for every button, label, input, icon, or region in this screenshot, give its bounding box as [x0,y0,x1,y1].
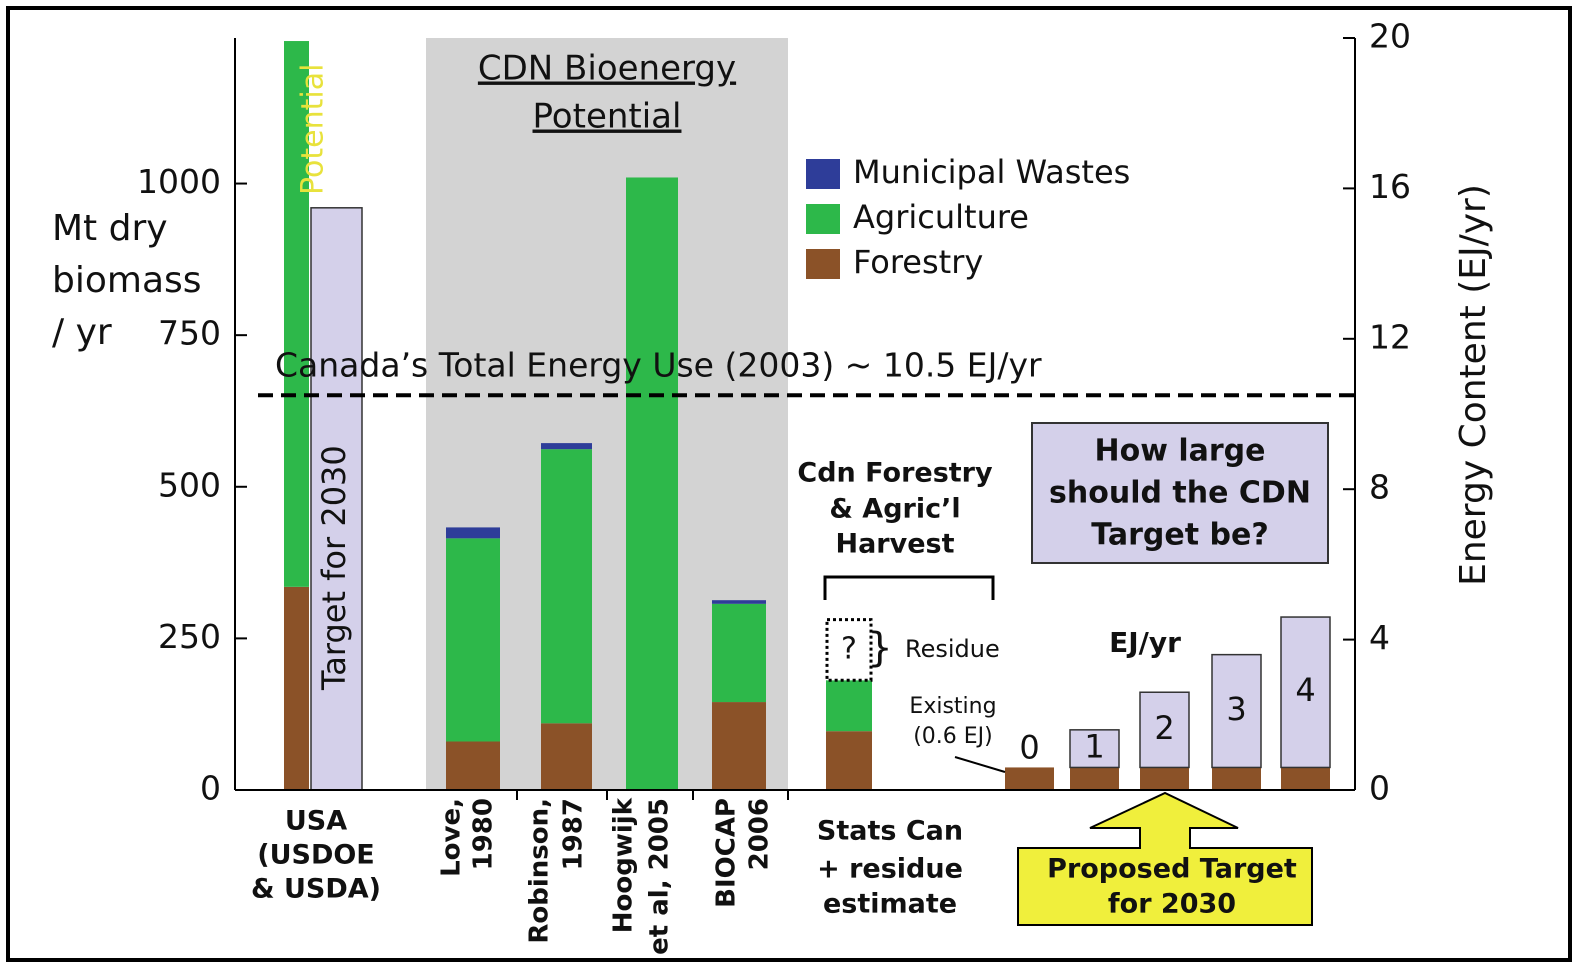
y-label: / yr [52,312,112,353]
x-tick-label: Hoogwijk [609,797,639,933]
x-tick-label: BIOCAP [712,798,742,908]
bracket [823,575,995,600]
existing-bar [1070,767,1119,790]
y2-tick-label: 4 [1369,618,1390,657]
callout-text: for 2030 [1108,889,1236,920]
proposed-label: 1 [1084,728,1104,766]
question-text: Target be? [1091,518,1268,553]
bar-segment [541,723,592,790]
existing-pointer [954,756,1006,773]
x-tick-label: (USDOE [257,840,375,871]
proposed-bar [1280,616,1331,769]
y2-tick-label: 8 [1369,468,1390,507]
x-separators [516,790,789,800]
proposed-label: 0 [1019,728,1039,766]
x-tick-label: Robinson, [525,798,555,944]
existing-bar [1212,767,1261,790]
y-tick-label: 750 [158,314,221,353]
y-label: biomass [52,260,202,301]
bar-segment [541,449,592,724]
reference-label: Canada’s Total Energy Use (2003) ~ 10.5 … [275,346,1042,385]
x-tick-label: 1980 [469,798,499,870]
existing-bar [1281,767,1330,790]
shaded-title: Potential [533,97,682,137]
bar-segment [284,41,309,587]
question-text: should the CDN [1049,476,1311,511]
bar-segment [826,680,872,732]
residue-brace: } [867,625,892,671]
legend-swatch [806,204,840,234]
legend-swatch [806,159,840,189]
legend-label: Municipal Wastes [853,153,1130,191]
x-tick-label: 1987 [559,798,589,870]
bar-segment [712,603,766,703]
x-tick-label: et al, 2005 [645,798,675,955]
target-label: Target for 2030 [315,445,353,691]
x-tick-label: & USDA) [251,874,381,905]
callout-text: Proposed Target [1047,854,1297,885]
existing-label: Existing [909,694,996,719]
x-tick-label: USA [285,806,347,837]
shaded-title: CDN Bioenergy [478,49,736,89]
proposed-label: 4 [1295,671,1315,709]
question-box [1031,422,1329,564]
residue-mark: ? [841,631,857,666]
y2-tick-label: 20 [1369,17,1411,56]
harvest-label: Harvest [835,529,954,560]
y2-tick-label: 16 [1369,167,1411,206]
frame [6,6,1572,962]
bar-segment [626,177,678,790]
legend-swatch [806,249,840,279]
proposed-bar [1069,729,1120,769]
x-tick-label: 2006 [745,798,775,870]
y-label: Mt dry [52,208,168,249]
y2-tick-label: 0 [1369,769,1390,808]
x-tick-label: + residue [817,854,963,885]
proposed-bar [1211,653,1262,769]
target-bar [310,207,363,791]
bar-segment [712,702,766,790]
existing-bar [1140,767,1189,790]
question-text: How large [1094,434,1265,469]
residue-box [825,618,873,682]
harvest-label: Cdn Forestry [797,458,993,489]
x-tick-label: Love, [437,798,467,877]
callout-arrow [1017,791,1313,926]
legend-label: Forestry [853,243,983,281]
existing-label: (0.6 EJ) [913,724,993,749]
x-tick-label: estimate [823,889,957,920]
proposed-label: 2 [1154,709,1174,747]
unit-label: EJ/yr [1109,626,1181,659]
plot: Target for 2030 Potential?} Residue 0 1 2 3 4 [284,41,1331,791]
proposed-bar [1139,691,1190,769]
legend-label: Agriculture [853,198,1029,236]
harvest-label: & Agric’l [829,494,960,525]
bar-segment [826,731,872,790]
residue-note: Residue [905,635,1000,663]
y-tick-label: 1000 [137,162,221,201]
y-tick-label: 0 [200,769,221,808]
y2-tick-label: 12 [1369,317,1411,356]
y2-label: Energy Content (EJ/yr) [1453,184,1494,586]
potential-label: Potential [296,64,331,195]
x-tick-label: Stats Can [817,816,963,847]
bar-segment [446,527,500,539]
bar-segment [446,741,500,790]
bar-segment [541,443,592,450]
bar-segment [712,600,766,604]
y-tick-label: 500 [158,465,221,504]
proposed-label: 3 [1226,690,1246,728]
y-tick-label: 250 [158,617,221,656]
bar-segment [284,586,309,790]
existing-bar [1005,767,1054,790]
bar-segment [446,538,500,742]
